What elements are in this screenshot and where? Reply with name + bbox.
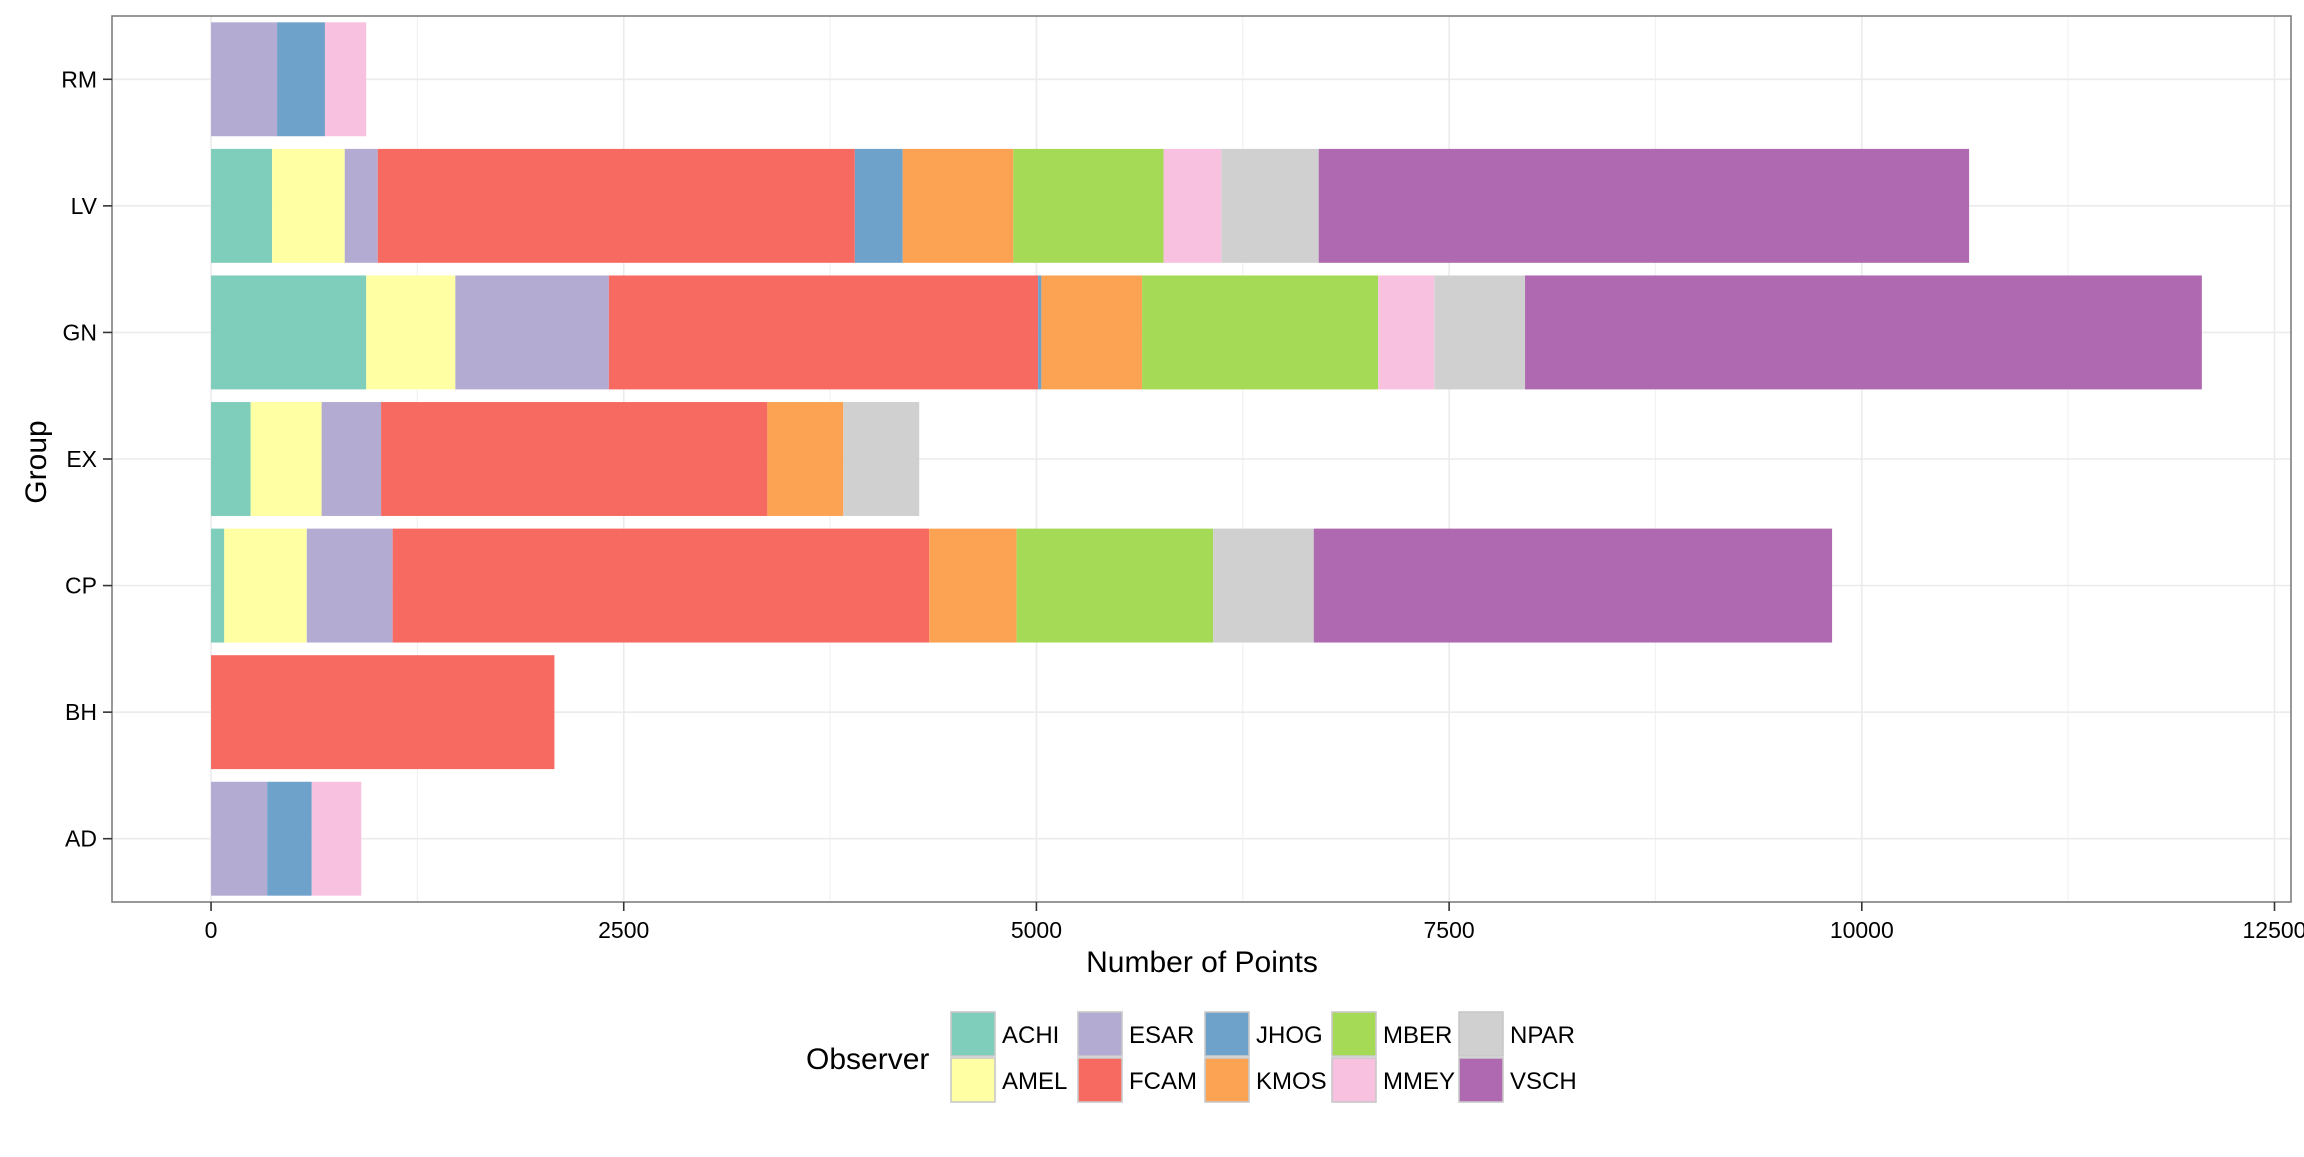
y-tick-label: LV <box>71 193 98 219</box>
bar-lv-vsch <box>1318 148 1970 263</box>
bar-lv-esar <box>344 148 378 263</box>
x-tick-label: 5000 <box>1011 917 1062 943</box>
y-tick-label: EX <box>66 446 97 472</box>
x-tick-label: 7500 <box>1424 917 1475 943</box>
bar-bh-fcam <box>211 655 555 770</box>
bar-gn-kmos <box>1041 275 1143 390</box>
y-tick-label: CP <box>65 573 97 599</box>
legend-label-kmos: KMOS <box>1256 1068 1327 1095</box>
bar-ex-npar <box>843 402 920 516</box>
legend-key-vsch <box>1458 1057 1504 1103</box>
legend: Observer ACHI AMEL ESAR FCAM JHOG KMOS MBER MME… <box>806 1011 1577 1103</box>
bar-gn-mber <box>1142 275 1379 390</box>
bar-lv-mmey <box>1163 148 1222 263</box>
bar-rm-jhog <box>277 22 325 137</box>
bar-lv-kmos <box>902 148 1014 263</box>
x-tick-label: 0 <box>205 917 218 943</box>
bar-rm-mmey <box>324 22 367 137</box>
legend-label-esar: ESAR <box>1129 1022 1194 1049</box>
legend-key-achi <box>950 1011 996 1057</box>
bar-gn-amel <box>366 275 456 390</box>
legend-key-kmos <box>1204 1057 1250 1103</box>
legend-key-esar <box>1077 1011 1123 1057</box>
bar-cp-amel <box>224 528 307 643</box>
legend-label-npar: NPAR <box>1510 1022 1575 1049</box>
axis-layer: 0 2500 5000 7500 10000 12500 AD BH CP EX GN LV RM <box>61 15 2304 943</box>
legend-key-amel <box>950 1057 996 1103</box>
y-tick-label: BH <box>65 699 97 725</box>
legend-key-mmey <box>1331 1057 1377 1103</box>
bar-gn-vsch <box>1525 275 2202 390</box>
legend-key-mber <box>1331 1011 1377 1057</box>
bar-gn-npar <box>1434 275 1526 390</box>
bar-ad-esar <box>211 781 268 896</box>
legend-label-mmey: MMEY <box>1383 1068 1455 1095</box>
bars-layer <box>211 22 2202 896</box>
bar-rm-esar <box>211 22 278 137</box>
bar-cp-npar <box>1213 528 1314 643</box>
bar-gn-achi <box>211 275 367 390</box>
y-tick-label: RM <box>61 66 97 92</box>
bar-cp-esar <box>306 528 393 643</box>
bar-gn-jhog <box>1038 275 1042 390</box>
bar-cp-mber <box>1016 528 1214 643</box>
bar-ad-jhog <box>267 781 312 896</box>
legend-label-mber: MBER <box>1383 1022 1452 1049</box>
bar-lv-amel <box>272 148 345 263</box>
bar-lv-mber <box>1013 148 1164 263</box>
legend-key-fcam <box>1077 1057 1123 1103</box>
bar-lv-jhog <box>854 148 903 263</box>
bar-lv-npar <box>1221 148 1319 263</box>
bar-ad-mmey <box>311 781 362 896</box>
y-tick-label: AD <box>65 826 97 852</box>
legend-label-amel: AMEL <box>1002 1068 1067 1095</box>
x-tick-label: 2500 <box>598 917 649 943</box>
x-tick-label: 10000 <box>1830 917 1894 943</box>
y-axis-title: Group <box>20 420 53 503</box>
bar-gn-esar <box>455 275 609 390</box>
bar-gn-mmey <box>1378 275 1435 390</box>
legend-key-jhog <box>1204 1011 1250 1057</box>
bar-ex-amel <box>250 402 322 516</box>
legend-label-fcam: FCAM <box>1129 1068 1197 1095</box>
legend-label-achi: ACHI <box>1002 1022 1059 1049</box>
bar-cp-kmos <box>929 528 1017 643</box>
y-tick-label: GN <box>63 319 98 345</box>
bar-gn-fcam <box>608 275 1039 390</box>
bar-ex-fcam <box>381 402 768 516</box>
bar-cp-fcam <box>392 528 930 643</box>
x-tick-label: 12500 <box>2243 917 2304 943</box>
bar-cp-achi <box>211 528 225 643</box>
legend-label-vsch: VSCH <box>1510 1068 1577 1095</box>
bar-cp-vsch <box>1313 528 1833 643</box>
legend-key-npar <box>1458 1011 1504 1057</box>
bar-ex-esar <box>321 402 382 516</box>
legend-title: Observer <box>806 1043 929 1076</box>
bar-lv-achi <box>211 148 273 263</box>
x-axis-title: Number of Points <box>1086 946 1318 979</box>
bar-lv-fcam <box>377 148 855 263</box>
bar-ex-achi <box>211 402 251 516</box>
bar-ex-kmos <box>767 402 844 516</box>
legend-label-jhog: JHOG <box>1256 1022 1323 1049</box>
